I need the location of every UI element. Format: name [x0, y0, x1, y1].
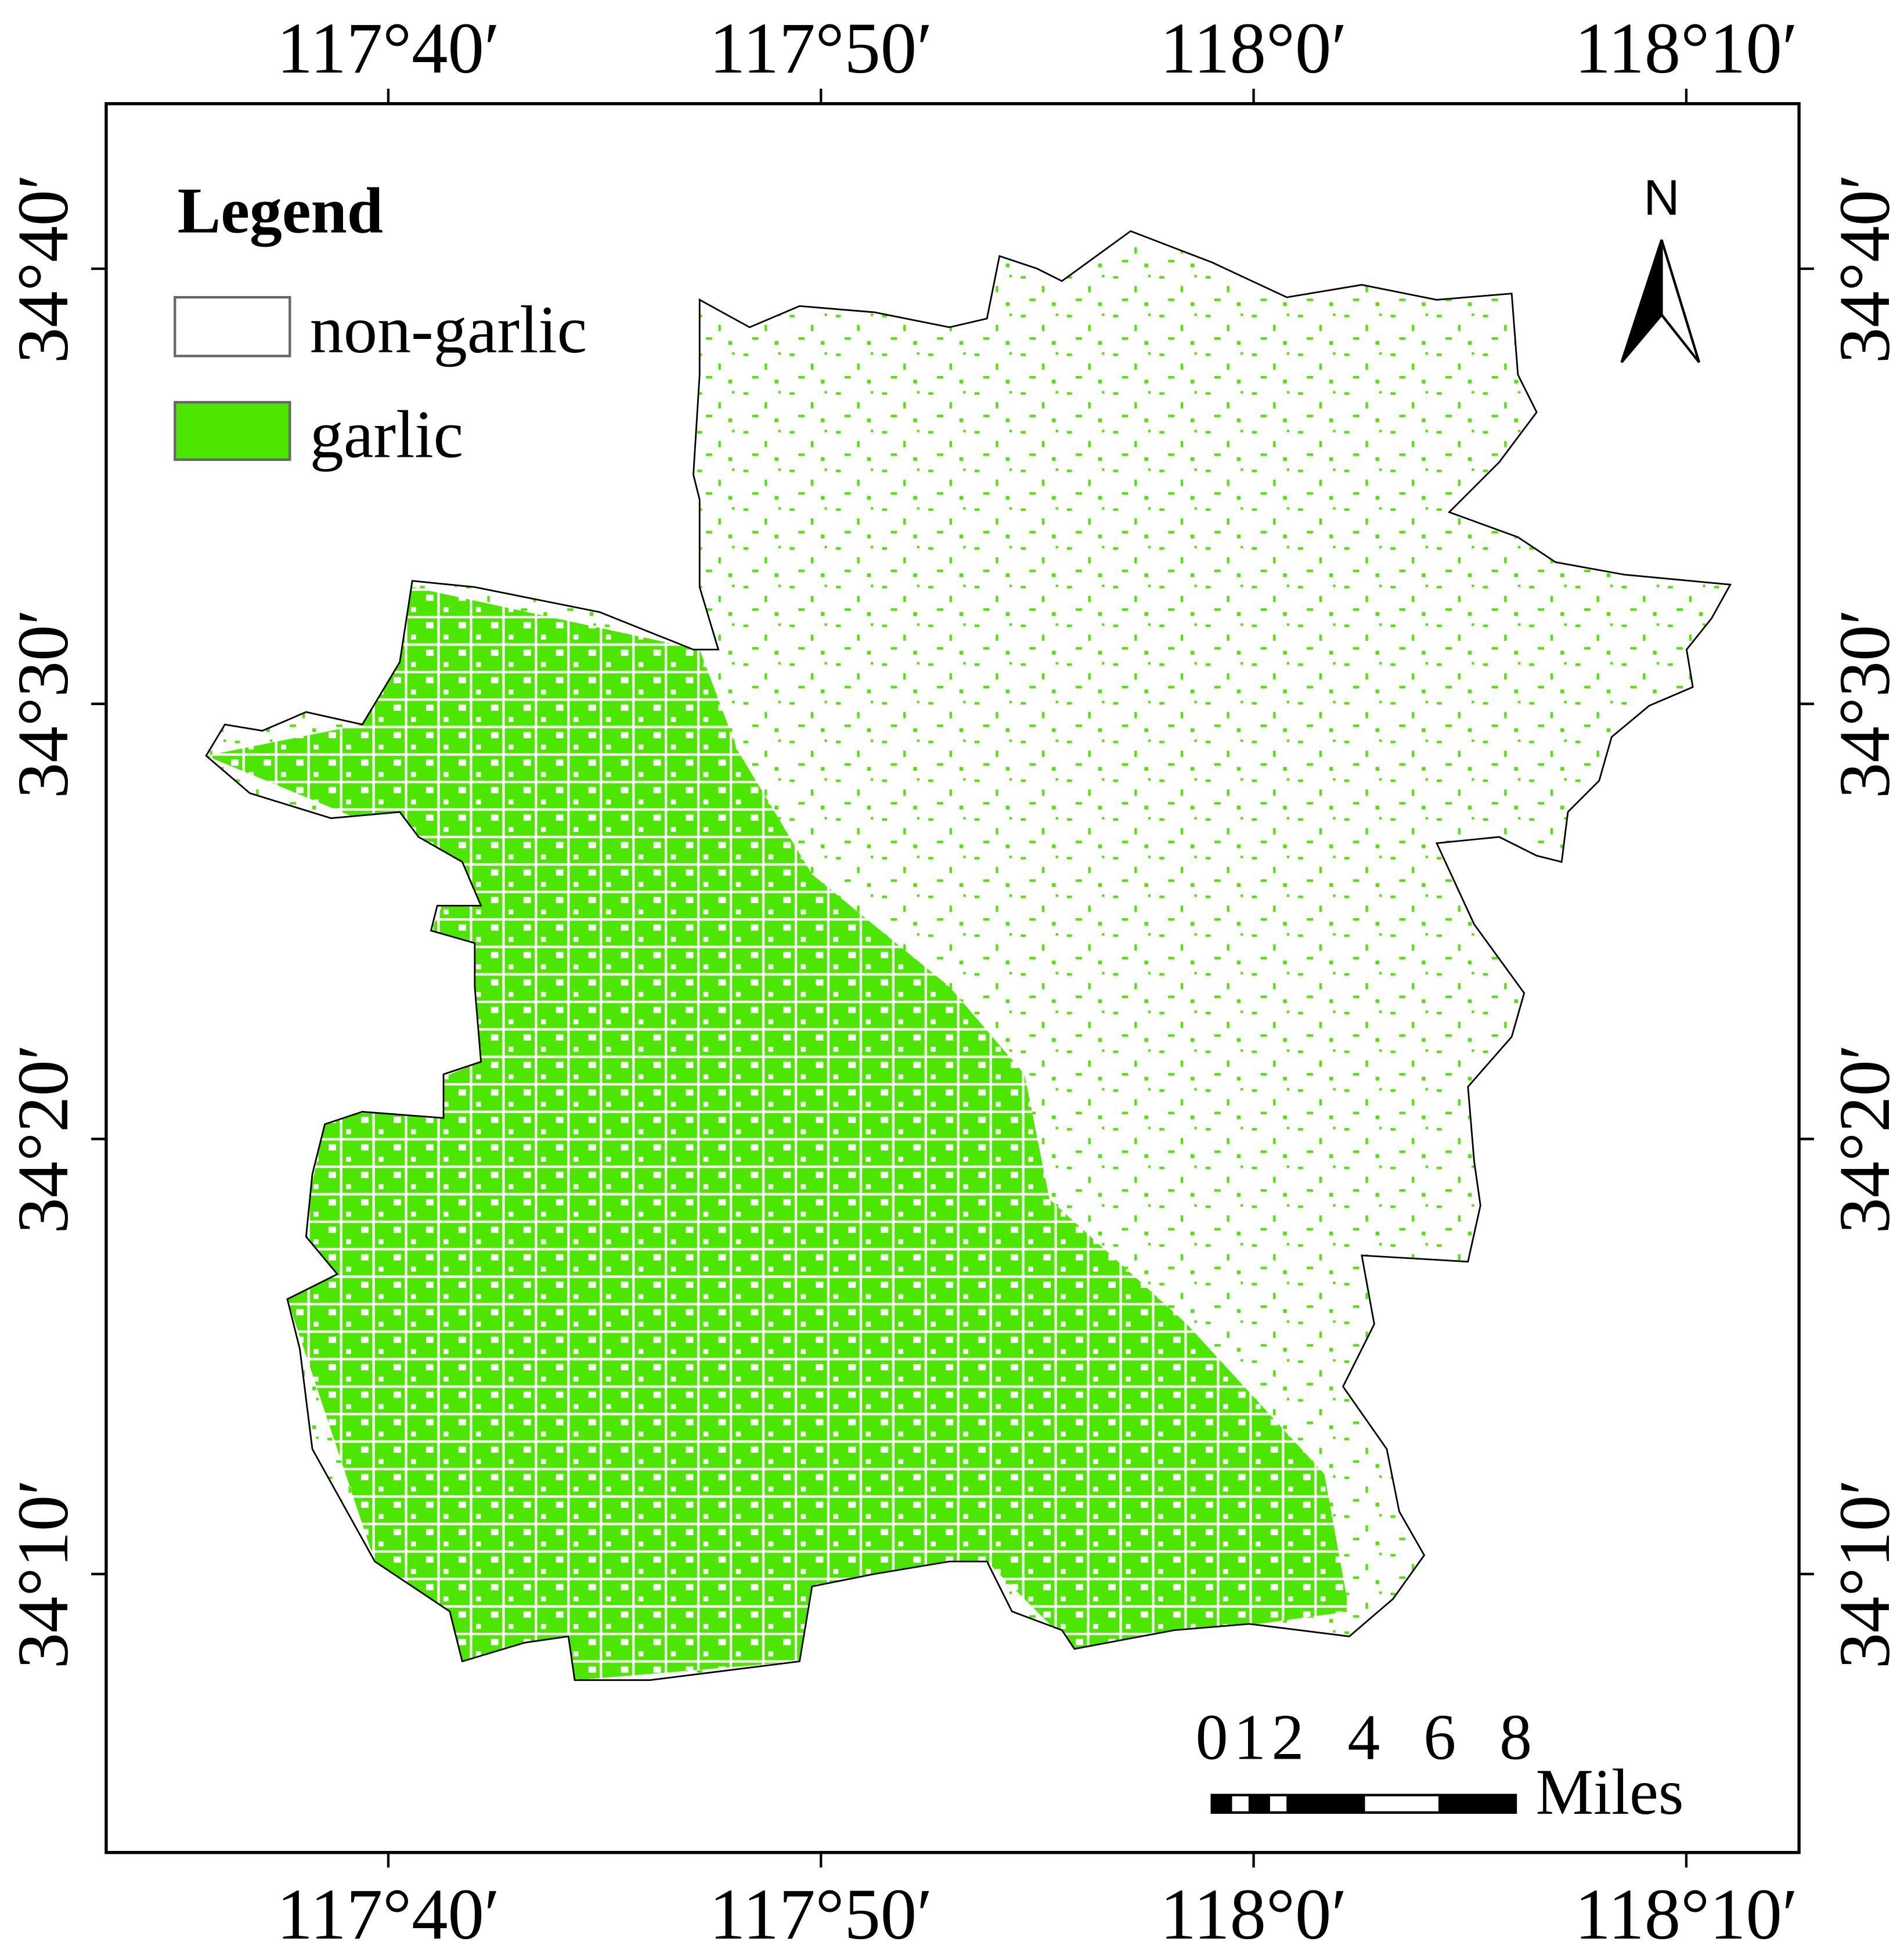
scale-bar-label: 8 — [1499, 1701, 1532, 1773]
map-frame — [104, 102, 1801, 1854]
scale-bar-label: 4 — [1347, 1701, 1380, 1773]
lon-label: 117°40′ — [277, 1874, 500, 1954]
lon-label: 117°50′ — [709, 8, 933, 88]
lon-label: 117°40′ — [277, 8, 500, 88]
north-arrow — [1620, 239, 1663, 363]
lon-label: 117°50′ — [709, 1874, 933, 1954]
lat-label: 34°20′ — [3, 1044, 83, 1234]
scale-bar-segment — [1267, 1793, 1289, 1814]
scale-bar-segment — [1362, 1793, 1441, 1814]
scale-bar-label: 1 — [1234, 1701, 1266, 1773]
scale-bar-segment — [1229, 1793, 1252, 1814]
lat-label: 34°10′ — [1824, 1479, 1904, 1669]
scale-bar-unit: Miles — [1535, 1756, 1683, 1828]
lon-label: 118°10′ — [1575, 1874, 1798, 1954]
legend-title: Legend — [178, 175, 383, 247]
scale-bar-segment — [1438, 1793, 1517, 1814]
scale-bar-segment — [1286, 1793, 1365, 1814]
north-arrow — [1660, 239, 1701, 363]
lat-label: 34°40′ — [1824, 174, 1904, 364]
lat-label: 34°20′ — [1824, 1044, 1904, 1234]
scale-bar-label: 2 — [1272, 1701, 1304, 1773]
lat-label: 34°30′ — [1824, 609, 1904, 799]
lon-label: 118°10′ — [1575, 8, 1798, 88]
lat-label: 34°30′ — [3, 609, 83, 799]
legend-label: non-garlic — [310, 293, 587, 367]
garlic-dense — [206, 587, 1350, 1680]
scale-bar-segment — [1210, 1793, 1232, 1814]
legend-swatch — [174, 400, 291, 461]
lon-label: 118°0′ — [1160, 1874, 1347, 1954]
county-outline — [205, 230, 1732, 1681]
lat-label: 34°40′ — [3, 174, 83, 364]
legend-swatch — [174, 296, 291, 358]
scale-bar-segment — [1248, 1793, 1270, 1814]
lon-label: 118°0′ — [1160, 8, 1347, 88]
lat-label: 34°10′ — [3, 1479, 83, 1669]
north-label: N — [1643, 170, 1679, 226]
scale-bar-label: 6 — [1423, 1701, 1456, 1773]
scale-bar-label: 0 — [1196, 1701, 1228, 1773]
map-content: Legend non-garlic garlic N 117°40′ 117°40… — [3, 8, 1904, 1954]
legend-label: garlic — [310, 398, 464, 472]
